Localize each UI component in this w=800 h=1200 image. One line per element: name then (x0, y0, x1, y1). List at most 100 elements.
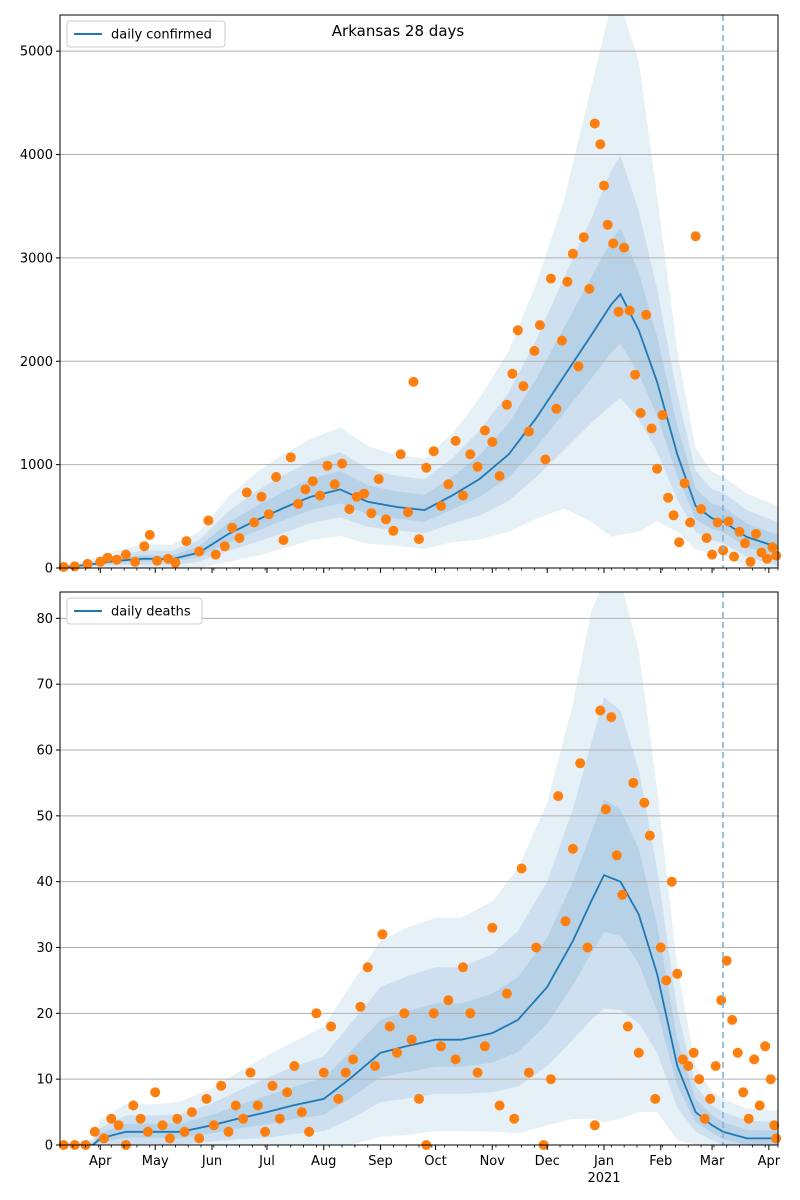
data-point (414, 1093, 424, 1104)
data-point (82, 558, 93, 569)
data-point (628, 777, 639, 788)
confirmed-panel: 0 1000 2000 3000 4000 5000 Arkansas 28 days d… (20, 14, 782, 577)
data-point (267, 1080, 278, 1091)
data-point (529, 345, 540, 356)
data-point (315, 490, 326, 501)
data-point (639, 797, 650, 808)
data-point (611, 850, 622, 861)
x-tick-label: Feb (649, 1154, 672, 1169)
data-point (120, 549, 131, 560)
data-point (690, 231, 701, 242)
data-point (403, 507, 413, 518)
data-point (181, 536, 192, 547)
data-point (545, 1074, 556, 1085)
data-point (458, 490, 468, 501)
data-point (767, 542, 778, 553)
y-tick-label: 3000 (20, 251, 53, 266)
data-point (465, 449, 476, 460)
data-point (624, 305, 635, 316)
data-point (699, 1113, 710, 1124)
data-point (278, 535, 289, 546)
data-point (743, 1113, 754, 1124)
data-point (509, 1113, 520, 1124)
deaths-legend-box (66, 597, 203, 625)
x-tick-label: Apr (758, 1154, 781, 1169)
data-point (679, 478, 690, 489)
data-point (518, 381, 529, 392)
data-point (307, 476, 318, 487)
data-point (384, 1021, 395, 1032)
data-point (414, 534, 424, 545)
data-point (652, 463, 663, 474)
data-point (523, 1067, 534, 1078)
data-point (289, 1061, 300, 1071)
deaths-legend-label: daily deaths (111, 605, 191, 620)
data-point (749, 1054, 760, 1065)
data-point (186, 1107, 197, 1118)
data-point (606, 712, 617, 723)
data-point (694, 1074, 705, 1085)
data-point (602, 219, 613, 230)
data-point (377, 929, 388, 940)
data-point (617, 889, 628, 900)
data-point (619, 242, 630, 253)
data-point (494, 1100, 505, 1111)
data-point (348, 1054, 359, 1065)
data-point (337, 458, 348, 469)
confirmed-legend-label: daily confirmed (111, 28, 212, 43)
data-point (223, 1126, 234, 1137)
data-point (613, 306, 624, 317)
data-point (562, 276, 573, 287)
x-tick-label: Apr (89, 1154, 112, 1169)
data-point (729, 551, 739, 562)
data-point (685, 517, 696, 528)
data-point (311, 1008, 322, 1019)
data-point (157, 1120, 168, 1131)
data-point (534, 320, 545, 331)
data-point (507, 368, 518, 379)
data-point (683, 1061, 694, 1071)
y-tick-label: 30 (36, 941, 53, 956)
data-point (271, 472, 282, 482)
data-point (712, 517, 723, 528)
data-point (102, 552, 113, 563)
deaths-band-middle (60, 697, 778, 1145)
data-point (599, 180, 609, 191)
data-point (479, 1041, 490, 1052)
data-point (106, 1113, 117, 1124)
data-point (589, 118, 600, 129)
data-point (487, 436, 498, 447)
data-point (589, 1120, 600, 1131)
data-point (582, 942, 593, 953)
deaths-observed-dots (58, 705, 782, 1150)
data-point (595, 705, 606, 716)
x-tick-label: Aug (311, 1154, 336, 1169)
data-point (450, 1054, 461, 1065)
confirmed-y-ticks: 0 1000 2000 3000 4000 5000 (20, 45, 60, 577)
data-point (113, 1120, 124, 1131)
data-point (560, 916, 571, 927)
data-point (578, 232, 589, 243)
y-tick-label: 4000 (20, 148, 53, 163)
data-point (282, 1087, 293, 1098)
data-point (58, 562, 69, 572)
deaths-panel: 0 10 20 30 40 50 60 70 80 Apr May Jun Jul Aug Sep Oct N… (36, 591, 782, 1186)
data-point (674, 537, 685, 548)
data-point (721, 955, 732, 966)
data-point (99, 1133, 109, 1144)
data-point (710, 1061, 721, 1071)
data-point (208, 1120, 219, 1131)
data-point (142, 1126, 153, 1137)
confirmed-band-middle (60, 155, 778, 568)
chart-title: Arkansas 28 days (332, 22, 465, 40)
y-tick-label: 80 (36, 612, 53, 627)
data-point (760, 1041, 771, 1052)
x-tick-label: Mar (700, 1154, 725, 1169)
data-point (256, 491, 267, 502)
data-point (194, 546, 205, 557)
data-point (234, 533, 245, 543)
data-point (545, 273, 556, 284)
data-point (751, 528, 761, 539)
data-point (322, 460, 333, 471)
